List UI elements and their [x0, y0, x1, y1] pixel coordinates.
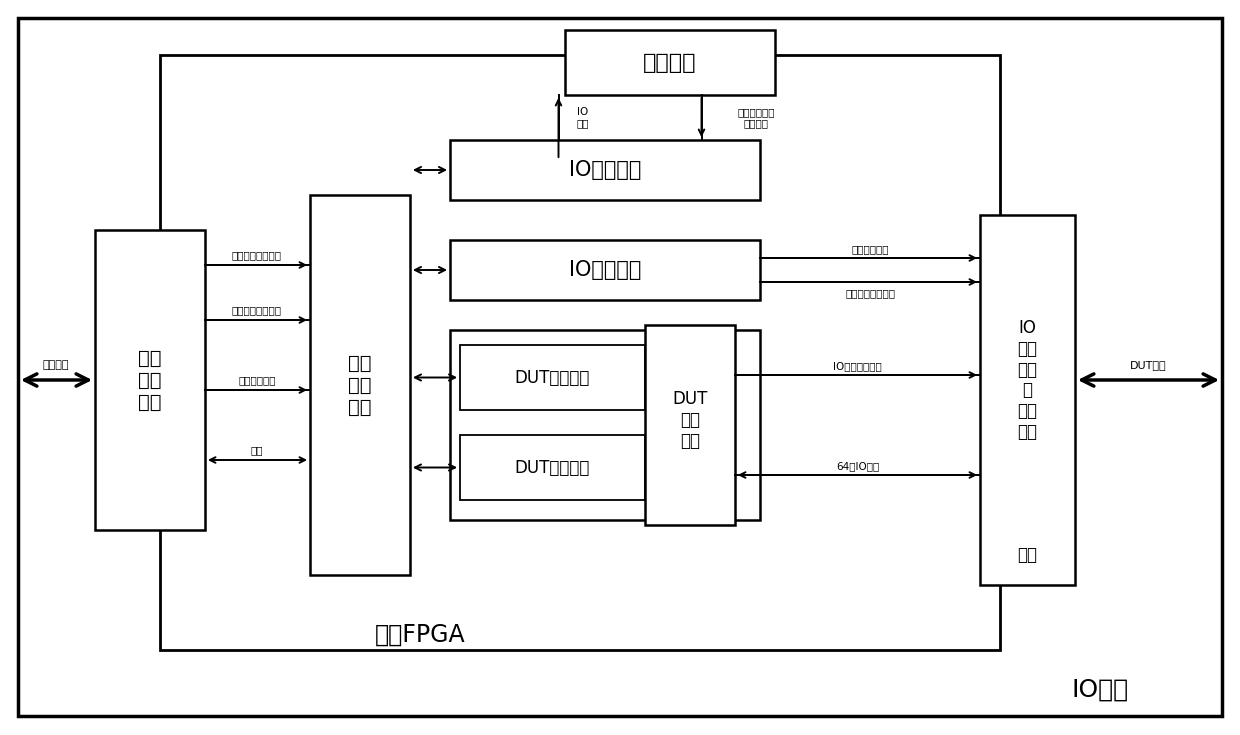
- Text: 局部总线输入控制: 局部总线输入控制: [232, 305, 281, 315]
- Bar: [450, 330, 760, 520]
- Text: IO时钟控制: IO时钟控制: [569, 160, 641, 180]
- Text: 板间
总线
接口: 板间 总线 接口: [138, 348, 161, 412]
- Text: IO方向控制信号: IO方向控制信号: [833, 361, 882, 371]
- Text: 局部总线输出控制: 局部总线输出控制: [232, 250, 281, 260]
- Text: 电平调整控制信号: 电平调整控制信号: [844, 288, 895, 298]
- Text: 外部时钟电路
控制信号: 外部时钟电路 控制信号: [738, 107, 775, 129]
- Bar: [450, 140, 760, 200]
- Bar: [980, 215, 1075, 585]
- Text: 时钟电路: 时钟电路: [644, 52, 697, 73]
- Text: 局部总线地址: 局部总线地址: [238, 375, 275, 385]
- Text: DUT驱动产生: DUT驱动产生: [515, 368, 590, 387]
- Bar: [645, 325, 735, 525]
- Text: IO
时钟: IO 时钟: [577, 107, 589, 129]
- Text: 主控FPGA: 主控FPGA: [374, 623, 465, 647]
- Text: IO电平控制: IO电平控制: [569, 260, 641, 280]
- Text: 64路IO信号: 64路IO信号: [836, 461, 879, 471]
- Text: DUT
信号
分配: DUT 信号 分配: [672, 390, 708, 450]
- Text: IO
端口
电平
及
方向
调整: IO 端口 电平 及 方向 调整: [1018, 319, 1038, 441]
- Text: 板间总线: 板间总线: [42, 360, 69, 370]
- Bar: [160, 55, 999, 650]
- Bar: [450, 240, 760, 300]
- Text: 局部
总线
接口: 局部 总线 接口: [348, 354, 372, 417]
- Bar: [460, 435, 645, 500]
- Bar: [565, 30, 775, 95]
- Text: IO模块: IO模块: [1071, 678, 1128, 702]
- Text: DUT输出监测: DUT输出监测: [515, 459, 590, 476]
- Text: 电路: 电路: [1018, 546, 1038, 564]
- Text: DUT信号: DUT信号: [1130, 360, 1167, 370]
- Bar: [95, 230, 205, 530]
- Bar: [460, 345, 645, 410]
- Text: 实测电平信号: 实测电平信号: [851, 244, 889, 254]
- Bar: [310, 195, 410, 575]
- Text: 数据: 数据: [250, 445, 263, 455]
